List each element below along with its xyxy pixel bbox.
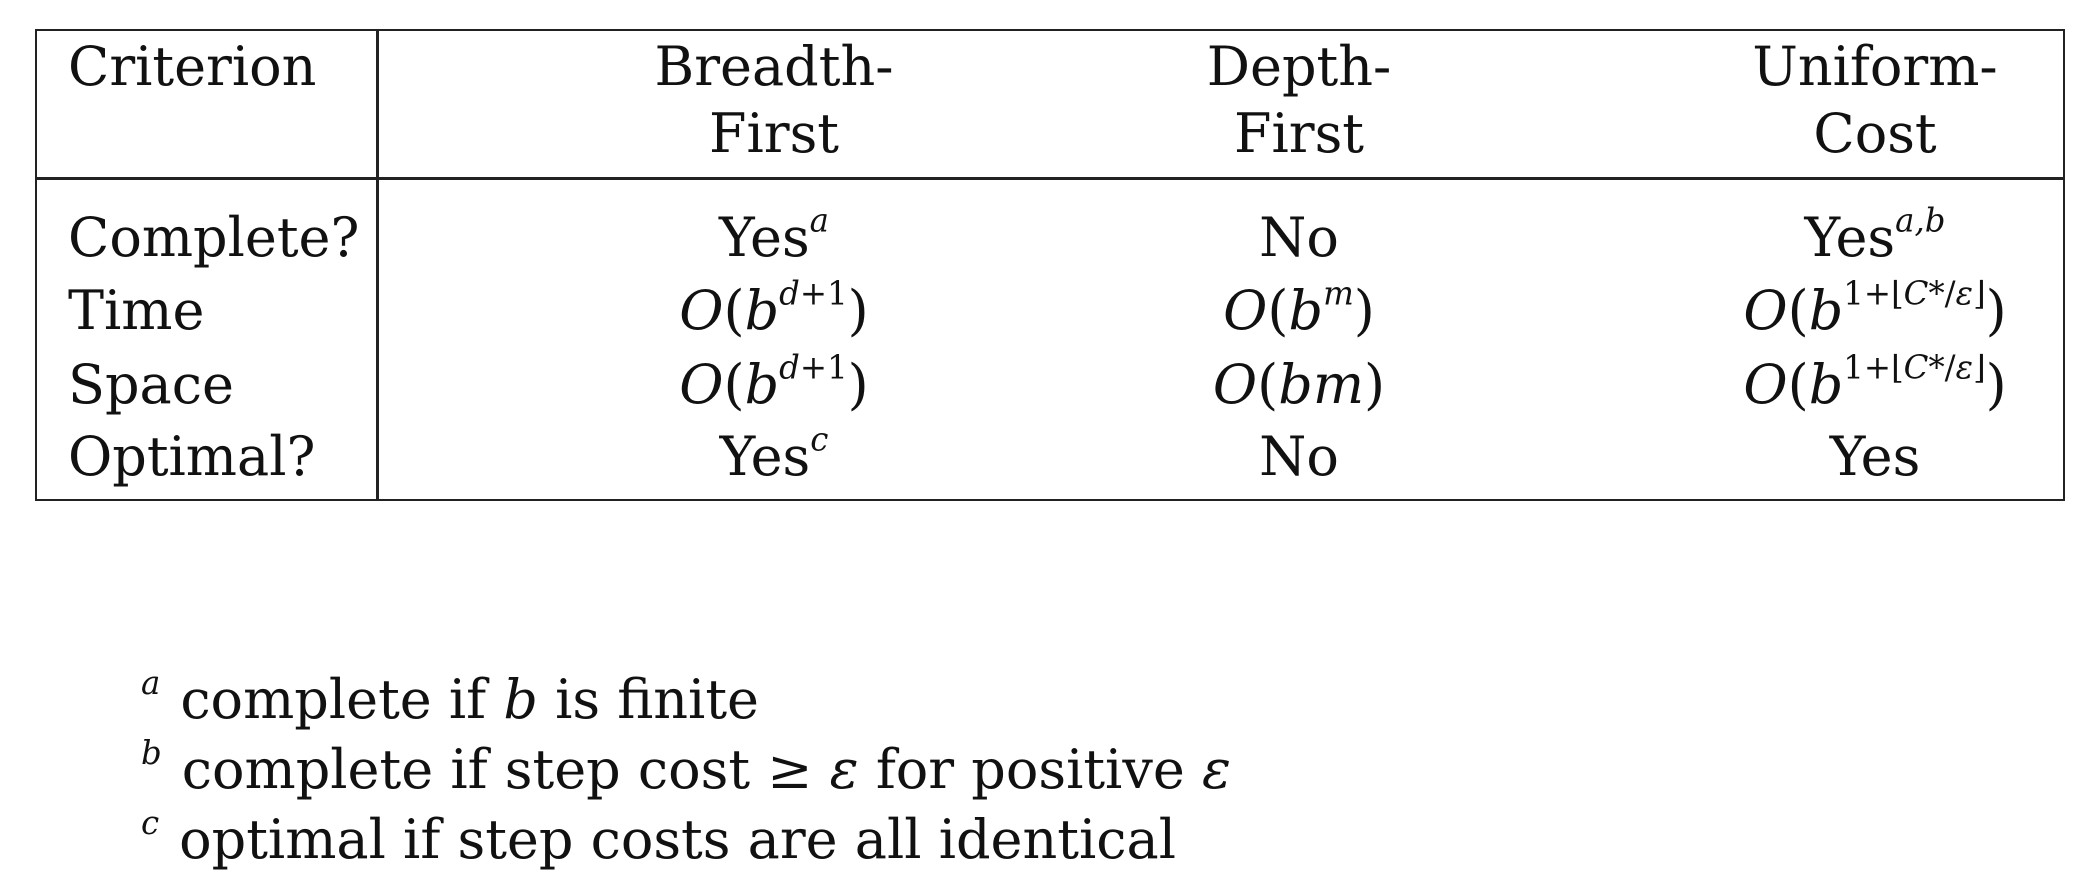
header-criterion: Criterion [68, 35, 317, 98]
cell-optimal-bfs: Yesc [719, 420, 829, 488]
footnote-mark: a [141, 663, 161, 702]
header-bfs-line2: First [709, 102, 839, 165]
footnote-text: complete if b is finite [180, 668, 759, 731]
comparison-table: Criterion Breadth- First Depth- First Un… [35, 29, 2065, 501]
cell-time-bfs: O(bd+1) [679, 274, 869, 342]
footnote-b: b complete if step cost ≥ ε for positive … [141, 735, 1231, 805]
column-divider [376, 31, 379, 499]
cell-space-bfs: O(bd+1) [679, 348, 869, 416]
cell-complete-bfs: Yesa [719, 201, 829, 269]
header-bfs-line1: Breadth- [654, 35, 894, 98]
cell-complete-dfs: No [1259, 206, 1339, 269]
cell-space-dfs: O(bm) [1212, 353, 1386, 416]
footnote-c: c optimal if step costs are all identical [141, 805, 1176, 875]
header-dfs-line1: Depth- [1206, 35, 1392, 98]
cell-optimal-ucs: Yes [1829, 425, 1921, 488]
row-label-space: Space [68, 353, 234, 416]
footnote-text: complete if step cost ≥ ε for positive ε [181, 738, 1231, 801]
footnote-mark: c [141, 803, 160, 842]
cell-time-ucs: O(b1+⌊C*/ε⌋) [1743, 274, 2007, 342]
cell-space-ucs: O(b1+⌊C*/ε⌋) [1743, 348, 2007, 416]
header-ucs-line2: Cost [1813, 102, 1937, 165]
row-label-time: Time [68, 279, 205, 342]
cell-optimal-dfs: No [1259, 425, 1339, 488]
footnote-text: optimal if step costs are all identical [179, 808, 1176, 871]
header-divider [37, 177, 2063, 180]
header-ucs-line1: Uniform- [1752, 35, 1998, 98]
cell-time-dfs: O(bm) [1223, 274, 1375, 342]
header-dfs-line2: First [1234, 102, 1364, 165]
footnote-a: a complete if b is finite [141, 665, 759, 735]
row-label-complete: Complete? [68, 206, 360, 269]
footnote-mark: b [141, 733, 162, 772]
row-label-optimal: Optimal? [68, 425, 316, 488]
cell-complete-ucs: Yesa,b [1804, 201, 1946, 269]
